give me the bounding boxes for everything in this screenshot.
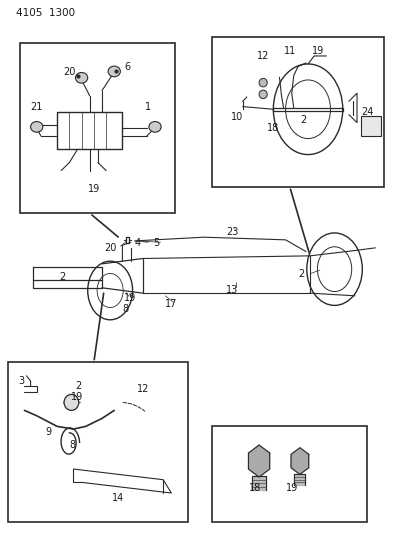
Text: 6: 6 <box>124 62 131 71</box>
Text: 1: 1 <box>145 102 151 111</box>
Text: 17: 17 <box>165 299 177 309</box>
Text: 11: 11 <box>284 46 296 55</box>
Text: 2: 2 <box>75 382 82 391</box>
Text: 8: 8 <box>122 304 129 314</box>
Bar <box>8 362 188 522</box>
Text: 18: 18 <box>249 483 261 492</box>
Text: 13: 13 <box>226 286 239 295</box>
Ellipse shape <box>64 394 79 410</box>
Text: 4105  1300: 4105 1300 <box>16 9 75 18</box>
Ellipse shape <box>149 122 161 132</box>
Ellipse shape <box>259 90 267 99</box>
Bar <box>361 116 381 136</box>
Text: 20: 20 <box>63 67 75 77</box>
Text: 4: 4 <box>135 238 141 247</box>
Text: 20: 20 <box>104 243 116 253</box>
Text: 19: 19 <box>71 392 84 402</box>
Text: 8: 8 <box>69 440 75 450</box>
Text: 14: 14 <box>112 494 124 503</box>
Text: 12: 12 <box>137 384 149 394</box>
Bar <box>212 37 384 187</box>
Bar <box>20 43 175 213</box>
Text: 23: 23 <box>226 227 239 237</box>
Text: 24: 24 <box>361 107 373 117</box>
Text: 12: 12 <box>257 51 269 61</box>
Ellipse shape <box>108 66 120 77</box>
Text: 21: 21 <box>31 102 43 111</box>
Text: 9: 9 <box>45 427 51 437</box>
Text: 19: 19 <box>88 184 100 194</box>
Text: 18: 18 <box>267 123 279 133</box>
Text: 19: 19 <box>286 483 298 492</box>
Polygon shape <box>291 448 309 474</box>
Ellipse shape <box>75 72 88 83</box>
Text: 3: 3 <box>18 376 24 386</box>
Ellipse shape <box>31 122 43 132</box>
Text: 2: 2 <box>298 270 304 279</box>
Text: 10: 10 <box>231 112 243 122</box>
Text: 19: 19 <box>312 46 324 55</box>
Bar <box>212 426 367 522</box>
Text: 5: 5 <box>153 238 159 247</box>
Polygon shape <box>248 445 270 477</box>
Ellipse shape <box>259 78 267 87</box>
Text: 2: 2 <box>59 272 65 282</box>
Text: 19: 19 <box>124 294 137 303</box>
Text: 2: 2 <box>300 115 306 125</box>
